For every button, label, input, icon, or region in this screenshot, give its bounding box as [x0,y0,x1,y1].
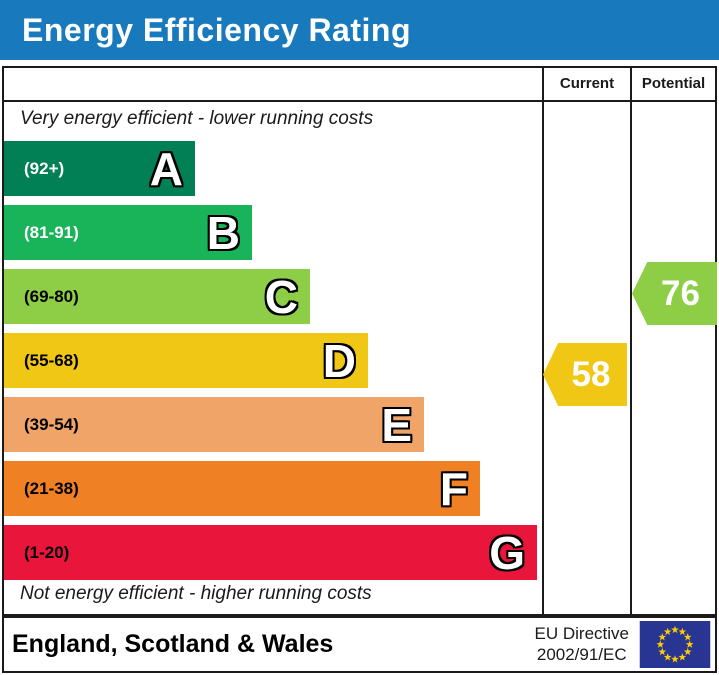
band-range-label: (92+) [24,158,65,178]
band-letter: A [149,142,183,195]
band-e: (39-54) E [4,397,424,452]
band-letter: D [322,334,356,387]
eu-directive-label: EU Directive 2002/91/EC [534,623,629,664]
band-letter: E [381,398,412,451]
potential-column: Potential [630,68,715,614]
header-divider [4,100,715,102]
current-column-header: Current [559,75,615,92]
band-range-label: (1-20) [24,542,70,562]
title-bar: Energy Efficiency Rating [0,0,719,60]
page-title: Energy Efficiency Rating [22,11,411,48]
band-c: (69-80) C [4,269,310,324]
band-d: (55-68) D [4,333,368,388]
band-f: (21-38) F [4,461,480,516]
band-a: (92+) A [4,141,195,196]
band-letter: G [489,526,525,579]
band-range-label: (55-68) [24,350,79,370]
band-range-label: (81-91) [24,222,79,242]
band-letter: C [264,270,298,323]
band-g: (1-20) G [4,525,537,580]
region-label: England, Scotland & Wales [12,630,334,658]
potential-column-header: Potential [641,75,706,92]
bottom-note: Not energy efficient - higher running co… [20,583,372,604]
rating-bands: (92+) A (81-91) B (69-80) C (55-68) D (39-54) E (2… [4,141,537,580]
band-letter: F [439,462,468,515]
current-rating-value: 58 [571,354,611,394]
potential-rating-value: 76 [661,273,700,313]
eu-flag-icon [639,621,711,668]
footer-bar: England, Scotland & Wales EU Directive 2… [2,616,717,673]
band-range-label: (69-80) [24,286,79,306]
band-letter: B [206,206,240,259]
potential-rating-marker: 76 [632,262,717,325]
band-range-label: (21-38) [24,478,79,498]
current-column: Current [542,68,630,614]
band-range-label: (39-54) [24,414,79,434]
top-note: Very energy efficient - lower running co… [20,108,374,129]
band-b: (81-91) B [4,205,252,260]
rating-table: Current Potential Very energy efficient … [2,66,717,616]
current-rating-marker: 58 [543,343,627,406]
